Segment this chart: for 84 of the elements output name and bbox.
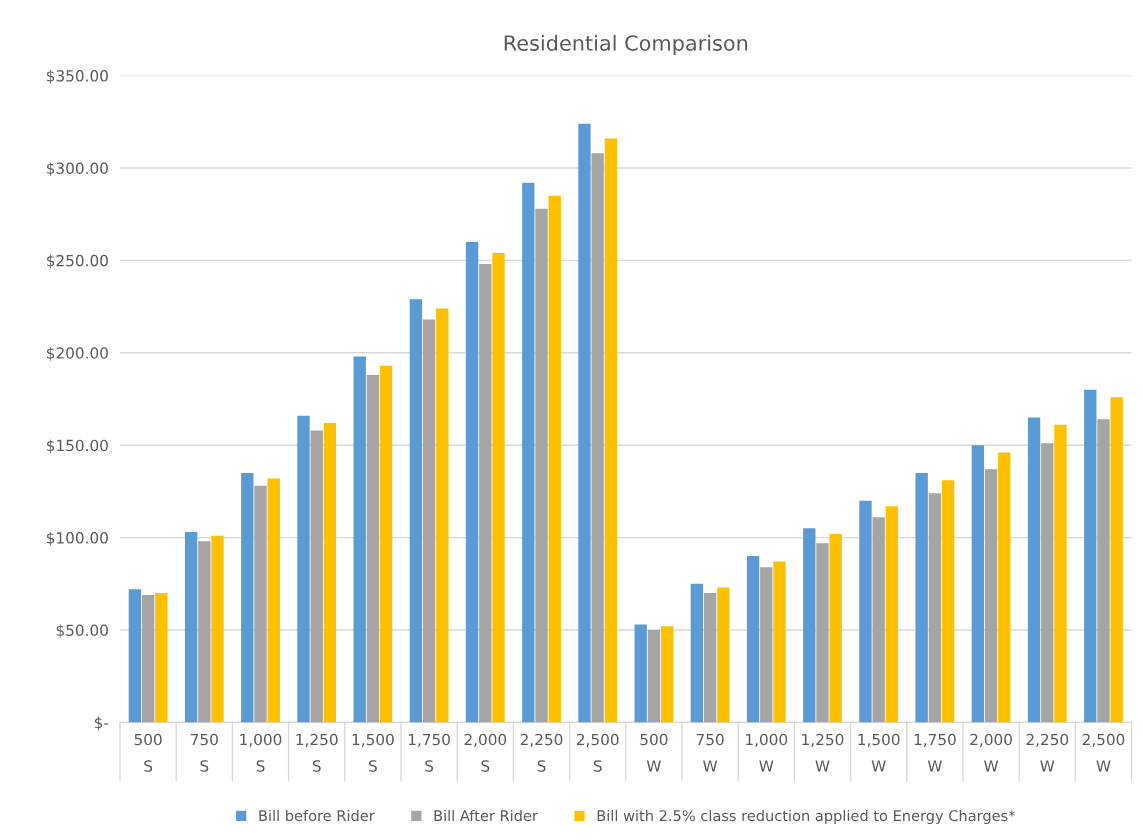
x-tick-label: 1,000 S [240, 733, 282, 772]
x-tick-label: 500 S [134, 733, 162, 772]
x-tick-label: 1,250 W [802, 733, 844, 772]
y-tick-label: $150.00 [46, 439, 108, 454]
bar [941, 480, 955, 723]
bar [267, 478, 280, 723]
x-tick-label: 750 S [190, 733, 218, 772]
bar [422, 319, 436, 723]
y-tick-label: $250.00 [46, 254, 108, 269]
bar [198, 541, 211, 723]
bar [971, 445, 985, 723]
bar [297, 415, 310, 723]
bar [647, 630, 661, 723]
bar [211, 535, 224, 723]
x-tick-label: 1,000 W [746, 733, 788, 772]
y-tick-label: $200.00 [46, 347, 108, 361]
x-tick-label: 2,500 W [1082, 733, 1125, 772]
legend-label: Bill After Rider [434, 809, 538, 822]
bar [816, 543, 829, 723]
bar [604, 138, 618, 723]
bar [872, 517, 885, 723]
bar [984, 469, 998, 723]
x-tick-label: 1,250 S [296, 733, 338, 772]
bar [746, 556, 760, 723]
x-tick-label: 2,250 W [1026, 733, 1069, 772]
x-tick-label: 2,000 W [970, 733, 1012, 772]
bar [578, 123, 591, 723]
bar [1110, 397, 1123, 723]
bar [690, 583, 704, 723]
y-tick-label: $- [94, 716, 109, 731]
bar [184, 532, 198, 723]
bar [155, 593, 168, 723]
x-tick-label: 2,500 S [576, 733, 619, 772]
y-tick-label: $50.00 [56, 624, 108, 639]
bar [1041, 443, 1054, 723]
x-tick-label: 2,000 S [464, 733, 507, 772]
chart-title: Residential Comparison [504, 34, 748, 55]
y-tick-label: $100.00 [46, 531, 108, 546]
bar [141, 594, 155, 723]
bar [254, 485, 267, 723]
bar [522, 182, 535, 723]
bar [366, 374, 380, 723]
bar [436, 308, 449, 723]
bar [773, 561, 786, 723]
bar [1054, 424, 1067, 723]
x-tick-label: 750 W [696, 733, 724, 772]
bar [591, 153, 604, 723]
bar [859, 500, 872, 723]
x-tick-label: 1,500 S [352, 733, 394, 772]
legend-label: Bill before Rider [259, 809, 375, 822]
bar [1097, 419, 1110, 723]
x-tick-label: 1,500 W [858, 733, 900, 772]
y-tick-label: $350.00 [46, 69, 108, 84]
bar [803, 528, 816, 723]
y-tick-label: $300.00 [46, 162, 108, 177]
bar [479, 264, 492, 723]
legend-label: Bill with 2.5% class reduction applied to Energy Charges* [597, 809, 1016, 825]
bar [1027, 417, 1041, 723]
x-tick-label: 2,250 S [520, 733, 563, 772]
bar [634, 624, 647, 723]
bar [717, 587, 730, 723]
bar [323, 423, 337, 723]
x-tick-label: 1,750 S [408, 733, 450, 772]
bar [829, 533, 842, 723]
bar [465, 241, 479, 723]
bar [379, 365, 393, 723]
bar [760, 567, 773, 723]
bar [660, 626, 674, 723]
bar [241, 472, 254, 723]
bar [353, 356, 366, 723]
bar [492, 253, 505, 723]
bar [548, 195, 561, 723]
bar [915, 472, 928, 723]
bar [998, 452, 1011, 723]
bar [703, 593, 717, 723]
bar [535, 208, 548, 723]
x-tick-label: 1,750 W [914, 733, 956, 772]
x-tick-label: 500 W [640, 733, 668, 772]
bar [885, 506, 899, 723]
bar [409, 299, 423, 723]
bar [928, 493, 942, 723]
bar [310, 430, 323, 723]
bar [128, 589, 142, 723]
bar [1084, 389, 1097, 723]
